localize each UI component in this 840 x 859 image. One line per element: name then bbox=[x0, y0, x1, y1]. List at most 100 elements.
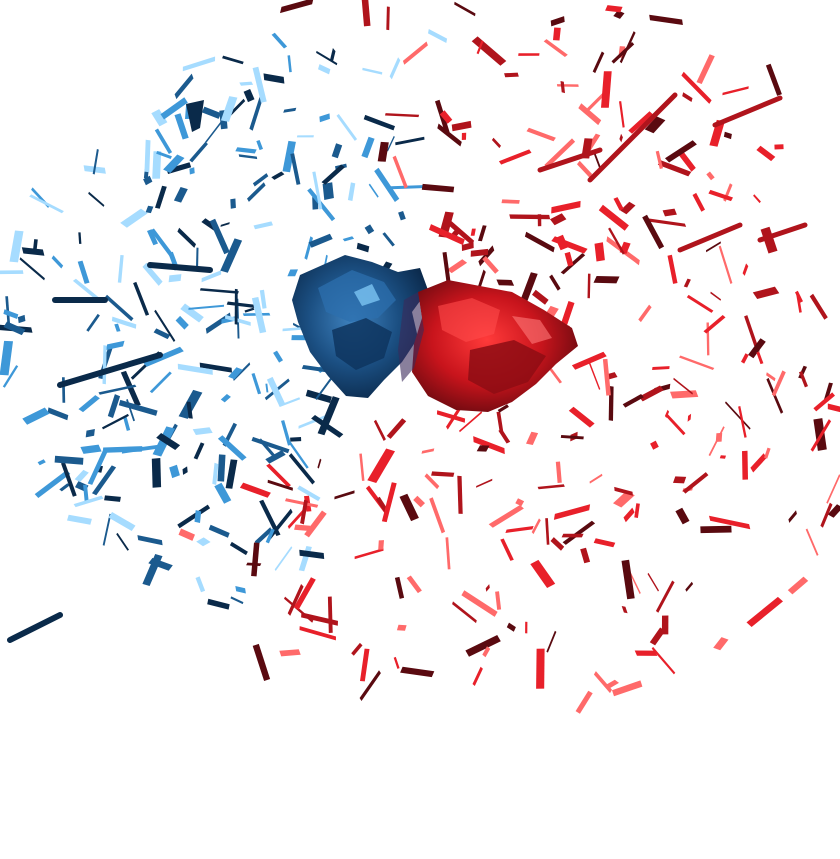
red-shard bbox=[299, 626, 336, 641]
blue-shard bbox=[0, 340, 13, 376]
blue-shard bbox=[196, 247, 199, 268]
blue-shard bbox=[3, 321, 26, 336]
blue-shard bbox=[117, 255, 124, 283]
red-shard bbox=[700, 525, 732, 534]
blue-shard bbox=[336, 114, 358, 141]
blue-shard bbox=[315, 376, 333, 400]
red-shard bbox=[593, 671, 612, 694]
blue-shard bbox=[230, 198, 236, 209]
red-shard bbox=[809, 293, 828, 320]
red-shard bbox=[279, 649, 301, 657]
red-shard bbox=[473, 436, 505, 455]
blue-shard bbox=[208, 524, 230, 538]
blue-shard bbox=[217, 454, 226, 482]
red-shard bbox=[686, 294, 714, 313]
red-shard bbox=[447, 259, 468, 274]
red-shard bbox=[823, 382, 833, 402]
blue-shard bbox=[356, 242, 370, 253]
blue-shard bbox=[154, 128, 173, 154]
red-shard bbox=[431, 471, 455, 477]
red-shard bbox=[638, 385, 664, 402]
blue-shard bbox=[342, 236, 355, 242]
blue-shard bbox=[189, 142, 208, 163]
red-shard bbox=[710, 291, 721, 301]
blue-shard bbox=[153, 328, 171, 340]
blue-shard bbox=[228, 367, 243, 380]
blue-shard bbox=[192, 427, 213, 435]
blue-shard bbox=[142, 262, 163, 286]
red-shard bbox=[665, 140, 697, 163]
blue-shard bbox=[212, 462, 219, 485]
blue-shard bbox=[288, 453, 315, 485]
red-shard bbox=[655, 150, 663, 169]
red-shard bbox=[820, 502, 833, 528]
red-shard bbox=[750, 453, 767, 473]
blue-shard bbox=[150, 228, 174, 257]
red-shard bbox=[620, 201, 636, 215]
blue-shard bbox=[182, 56, 216, 72]
red-shard bbox=[619, 133, 623, 143]
red-shard bbox=[445, 537, 451, 570]
red-shard bbox=[649, 627, 666, 646]
red-shard bbox=[399, 493, 419, 522]
red-shard bbox=[457, 475, 463, 514]
red-shard bbox=[647, 572, 659, 592]
blue-shard bbox=[249, 95, 264, 131]
red-shard bbox=[646, 218, 687, 227]
blue-shard bbox=[386, 135, 395, 152]
red-shard bbox=[400, 666, 435, 678]
red-shard bbox=[360, 648, 370, 682]
red-shard bbox=[764, 447, 771, 459]
red-shard bbox=[537, 214, 542, 227]
red-shard bbox=[327, 596, 333, 633]
red-shard bbox=[622, 394, 644, 408]
red-shard bbox=[429, 497, 446, 534]
blue-shard bbox=[233, 362, 251, 381]
red-shard bbox=[752, 286, 780, 299]
red-shard bbox=[377, 141, 389, 162]
red-shard bbox=[765, 63, 782, 96]
red-shard bbox=[664, 409, 670, 418]
red-shard bbox=[652, 366, 670, 370]
blue-shard bbox=[17, 314, 26, 324]
red-shard bbox=[628, 111, 654, 134]
red-shard bbox=[598, 204, 629, 231]
red-shard bbox=[476, 40, 484, 55]
blue-shard bbox=[166, 162, 192, 174]
red-shard bbox=[703, 315, 726, 334]
blue-shard bbox=[105, 340, 125, 351]
blue-shard bbox=[177, 504, 211, 529]
red-shard bbox=[551, 236, 588, 254]
blue-shard bbox=[77, 260, 90, 284]
red-shard bbox=[742, 263, 749, 276]
blue-shard bbox=[2, 365, 19, 388]
blue-shard bbox=[271, 171, 285, 180]
red-shard bbox=[385, 113, 420, 118]
red-streak bbox=[537, 147, 603, 173]
red-shard bbox=[485, 584, 490, 592]
red-shard bbox=[553, 504, 591, 520]
blue-shard bbox=[120, 208, 148, 228]
red-shard bbox=[266, 463, 291, 488]
red-shard bbox=[614, 486, 633, 496]
red-shard bbox=[506, 622, 516, 632]
red-shard bbox=[300, 499, 308, 525]
red-shard bbox=[546, 630, 557, 653]
red-shard bbox=[634, 503, 640, 518]
blue-shard bbox=[186, 401, 193, 419]
blue-shard bbox=[254, 527, 272, 546]
red-shard bbox=[742, 450, 748, 480]
red-shard bbox=[526, 431, 539, 445]
red-shard bbox=[532, 289, 549, 305]
red-shard bbox=[685, 581, 694, 592]
blue-shard bbox=[207, 598, 230, 610]
blue-shard bbox=[209, 218, 230, 255]
blue-shard bbox=[195, 576, 206, 593]
red-shard bbox=[429, 224, 465, 246]
red-shard bbox=[638, 304, 652, 323]
blue-shard bbox=[235, 586, 246, 594]
blue-shard bbox=[133, 281, 150, 316]
blue-shard bbox=[61, 462, 77, 497]
red-shard bbox=[386, 418, 407, 439]
